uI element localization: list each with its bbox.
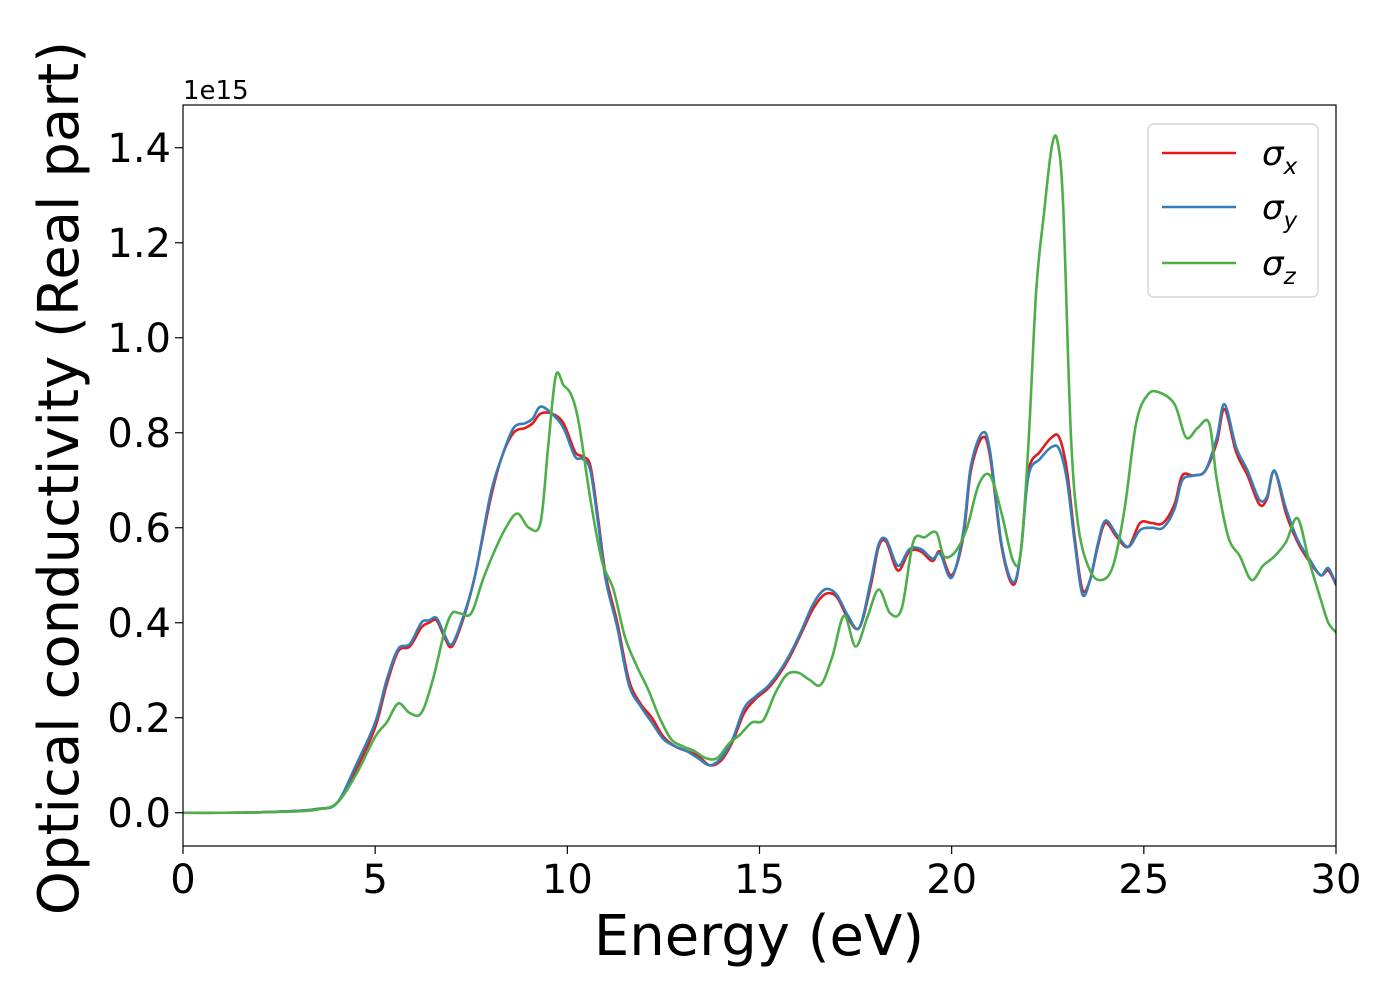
x-tick-label: 10 xyxy=(542,857,593,903)
series-line-σy xyxy=(183,402,1336,815)
x-tick-label: 30 xyxy=(1311,857,1362,903)
x-tick-label: 0 xyxy=(170,857,195,903)
y-tick-label: 0.8 xyxy=(107,411,171,457)
legend-box xyxy=(1147,123,1319,298)
y-tick-label: 1.2 xyxy=(107,221,171,267)
legend-subscript: z xyxy=(1283,264,1297,290)
legend-subscript: x xyxy=(1283,154,1298,180)
y-axis-title: Optical conductivity (Real part) xyxy=(27,41,92,915)
axes: 0 5 10 15 20 25 30 0.0 0.2 0.4 0.6 0.8 1.0 1.2 1.4 xyxy=(107,104,1362,903)
y-tick-label: 1.4 xyxy=(107,126,171,172)
y-tick-label: 0.4 xyxy=(107,601,171,647)
x-axis-title: Energy (eV) xyxy=(594,904,924,969)
y-tick-label: 1.0 xyxy=(107,316,171,362)
x-tick-label: 5 xyxy=(362,857,387,903)
x-tick-label: 20 xyxy=(926,857,977,903)
series-lines xyxy=(183,134,1336,815)
y-offset-label: 1e15 xyxy=(183,76,249,106)
y-tick-label: 0.6 xyxy=(107,506,171,552)
x-tick-label: 25 xyxy=(1118,857,1169,903)
x-tick-label: 15 xyxy=(734,857,785,903)
y-tick-label: 0.2 xyxy=(107,696,171,742)
y-tick-label: 0.0 xyxy=(107,791,171,837)
series-line-σz xyxy=(183,134,1336,815)
legend-subscript: y xyxy=(1283,208,1298,234)
